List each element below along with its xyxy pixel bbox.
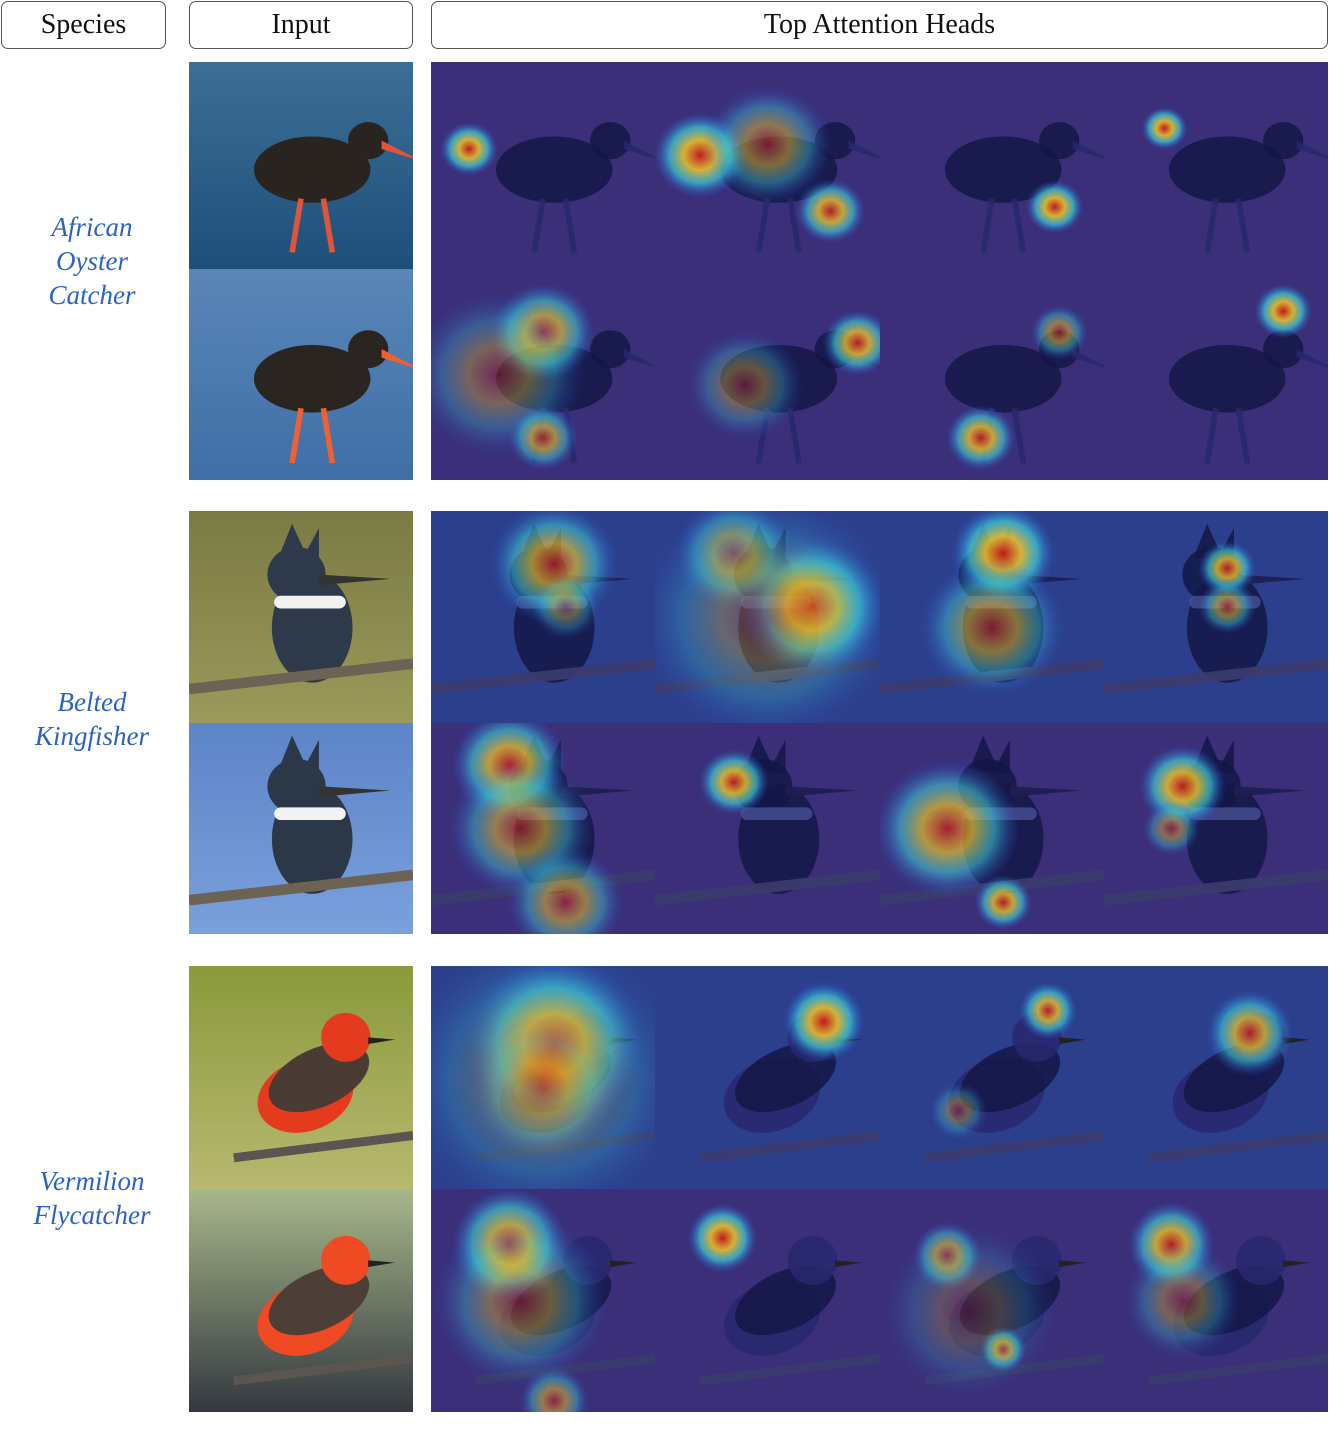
attention-heads-header: Top Attention Heads <box>431 1 1328 49</box>
attention-heatmap-head-3 <box>880 966 1104 1189</box>
species-label-line: Belted <box>57 687 127 717</box>
attention-heatmap-head-2 <box>655 269 880 480</box>
heatmap-graphic <box>1104 723 1328 934</box>
heatmap-graphic <box>655 269 880 480</box>
species-label-line: Catcher <box>48 280 136 310</box>
attention-heatmap-head-4 <box>1104 511 1328 723</box>
heatmap-graphic <box>880 966 1104 1189</box>
attention-heatmap-head-4 <box>1104 62 1328 269</box>
input-photo-flycatcher <box>189 966 413 1189</box>
attention-heatmap-head-3 <box>880 511 1104 723</box>
species-label-vermilion-flycatcher: Vermilion Flycatcher <box>0 1164 184 1232</box>
heatmap-graphic <box>655 1189 880 1412</box>
input-photo-kingfisher <box>189 723 413 934</box>
input-header-label: Input <box>271 9 331 40</box>
input-header: Input <box>189 1 413 49</box>
heatmap-graphic <box>431 511 655 723</box>
heatmap-graphic <box>1104 62 1328 269</box>
species-label-line: Kingfisher <box>34 721 149 751</box>
heatmap-graphic <box>1104 269 1328 480</box>
species-label-line: Oyster <box>56 246 128 276</box>
attention-heatmap-head-1 <box>431 269 655 480</box>
attention-heatmap-head-1 <box>431 723 655 934</box>
attention-heatmap-head-1 <box>431 966 655 1189</box>
heatmap-graphic <box>431 1189 655 1412</box>
attention-heatmap-head-2 <box>655 1189 880 1412</box>
attention-heatmap-head-1 <box>431 511 655 723</box>
heatmap-graphic <box>1104 966 1328 1189</box>
attention-heatmap-head-4 <box>1104 723 1328 934</box>
attention-heatmap-head-3 <box>880 723 1104 934</box>
heatmap-graphic <box>880 62 1104 269</box>
heatmap-graphic <box>880 1189 1104 1412</box>
heatmap-graphic <box>431 966 655 1189</box>
input-photo-oyster <box>189 269 413 480</box>
attention-heatmap-head-3 <box>880 1189 1104 1412</box>
species-label-line: Vermilion <box>39 1166 145 1196</box>
attention-heatmap-head-2 <box>655 966 880 1189</box>
photo-graphic <box>189 511 413 723</box>
attention-heatmap-head-4 <box>1104 269 1328 480</box>
species-label-line: African <box>51 212 133 242</box>
photo-graphic <box>189 1189 413 1412</box>
species-label-belted-kingfisher: Belted Kingfisher <box>0 685 184 753</box>
species-header: Species <box>1 1 166 49</box>
photo-graphic <box>189 62 413 269</box>
species-label-african-oyster-catcher: African Oyster Catcher <box>0 210 184 312</box>
heatmap-graphic <box>880 723 1104 934</box>
input-photo-flycatcher <box>189 1189 413 1412</box>
heatmap-graphic <box>655 511 880 723</box>
attention-heatmap-head-4 <box>1104 966 1328 1189</box>
photo-graphic <box>189 269 413 480</box>
input-photo-oyster <box>189 62 413 269</box>
attention-heatmap-head-3 <box>880 269 1104 480</box>
attention-heads-header-label: Top Attention Heads <box>763 9 996 40</box>
heatmap-graphic <box>431 62 655 269</box>
heatmap-graphic <box>880 511 1104 723</box>
attention-heatmap-head-2 <box>655 511 880 723</box>
photo-graphic <box>189 723 413 934</box>
input-photo-kingfisher <box>189 511 413 723</box>
heatmap-graphic <box>1104 1189 1328 1412</box>
species-header-label: Species <box>40 9 127 40</box>
attention-heatmap-head-2 <box>655 62 880 269</box>
attention-heatmap-head-4 <box>1104 1189 1328 1412</box>
heatmap-graphic <box>655 723 880 934</box>
attention-heatmap-head-3 <box>880 62 1104 269</box>
heatmap-graphic <box>1104 511 1328 723</box>
attention-heatmap-head-1 <box>431 1189 655 1412</box>
heatmap-graphic <box>880 269 1104 480</box>
heatmap-graphic <box>655 966 880 1189</box>
photo-graphic <box>189 966 413 1189</box>
species-label-line: Flycatcher <box>33 1200 151 1230</box>
attention-heatmap-head-1 <box>431 62 655 269</box>
heatmap-graphic <box>431 723 655 934</box>
heatmap-graphic <box>431 269 655 480</box>
heatmap-graphic <box>655 62 880 269</box>
attention-heatmap-head-2 <box>655 723 880 934</box>
